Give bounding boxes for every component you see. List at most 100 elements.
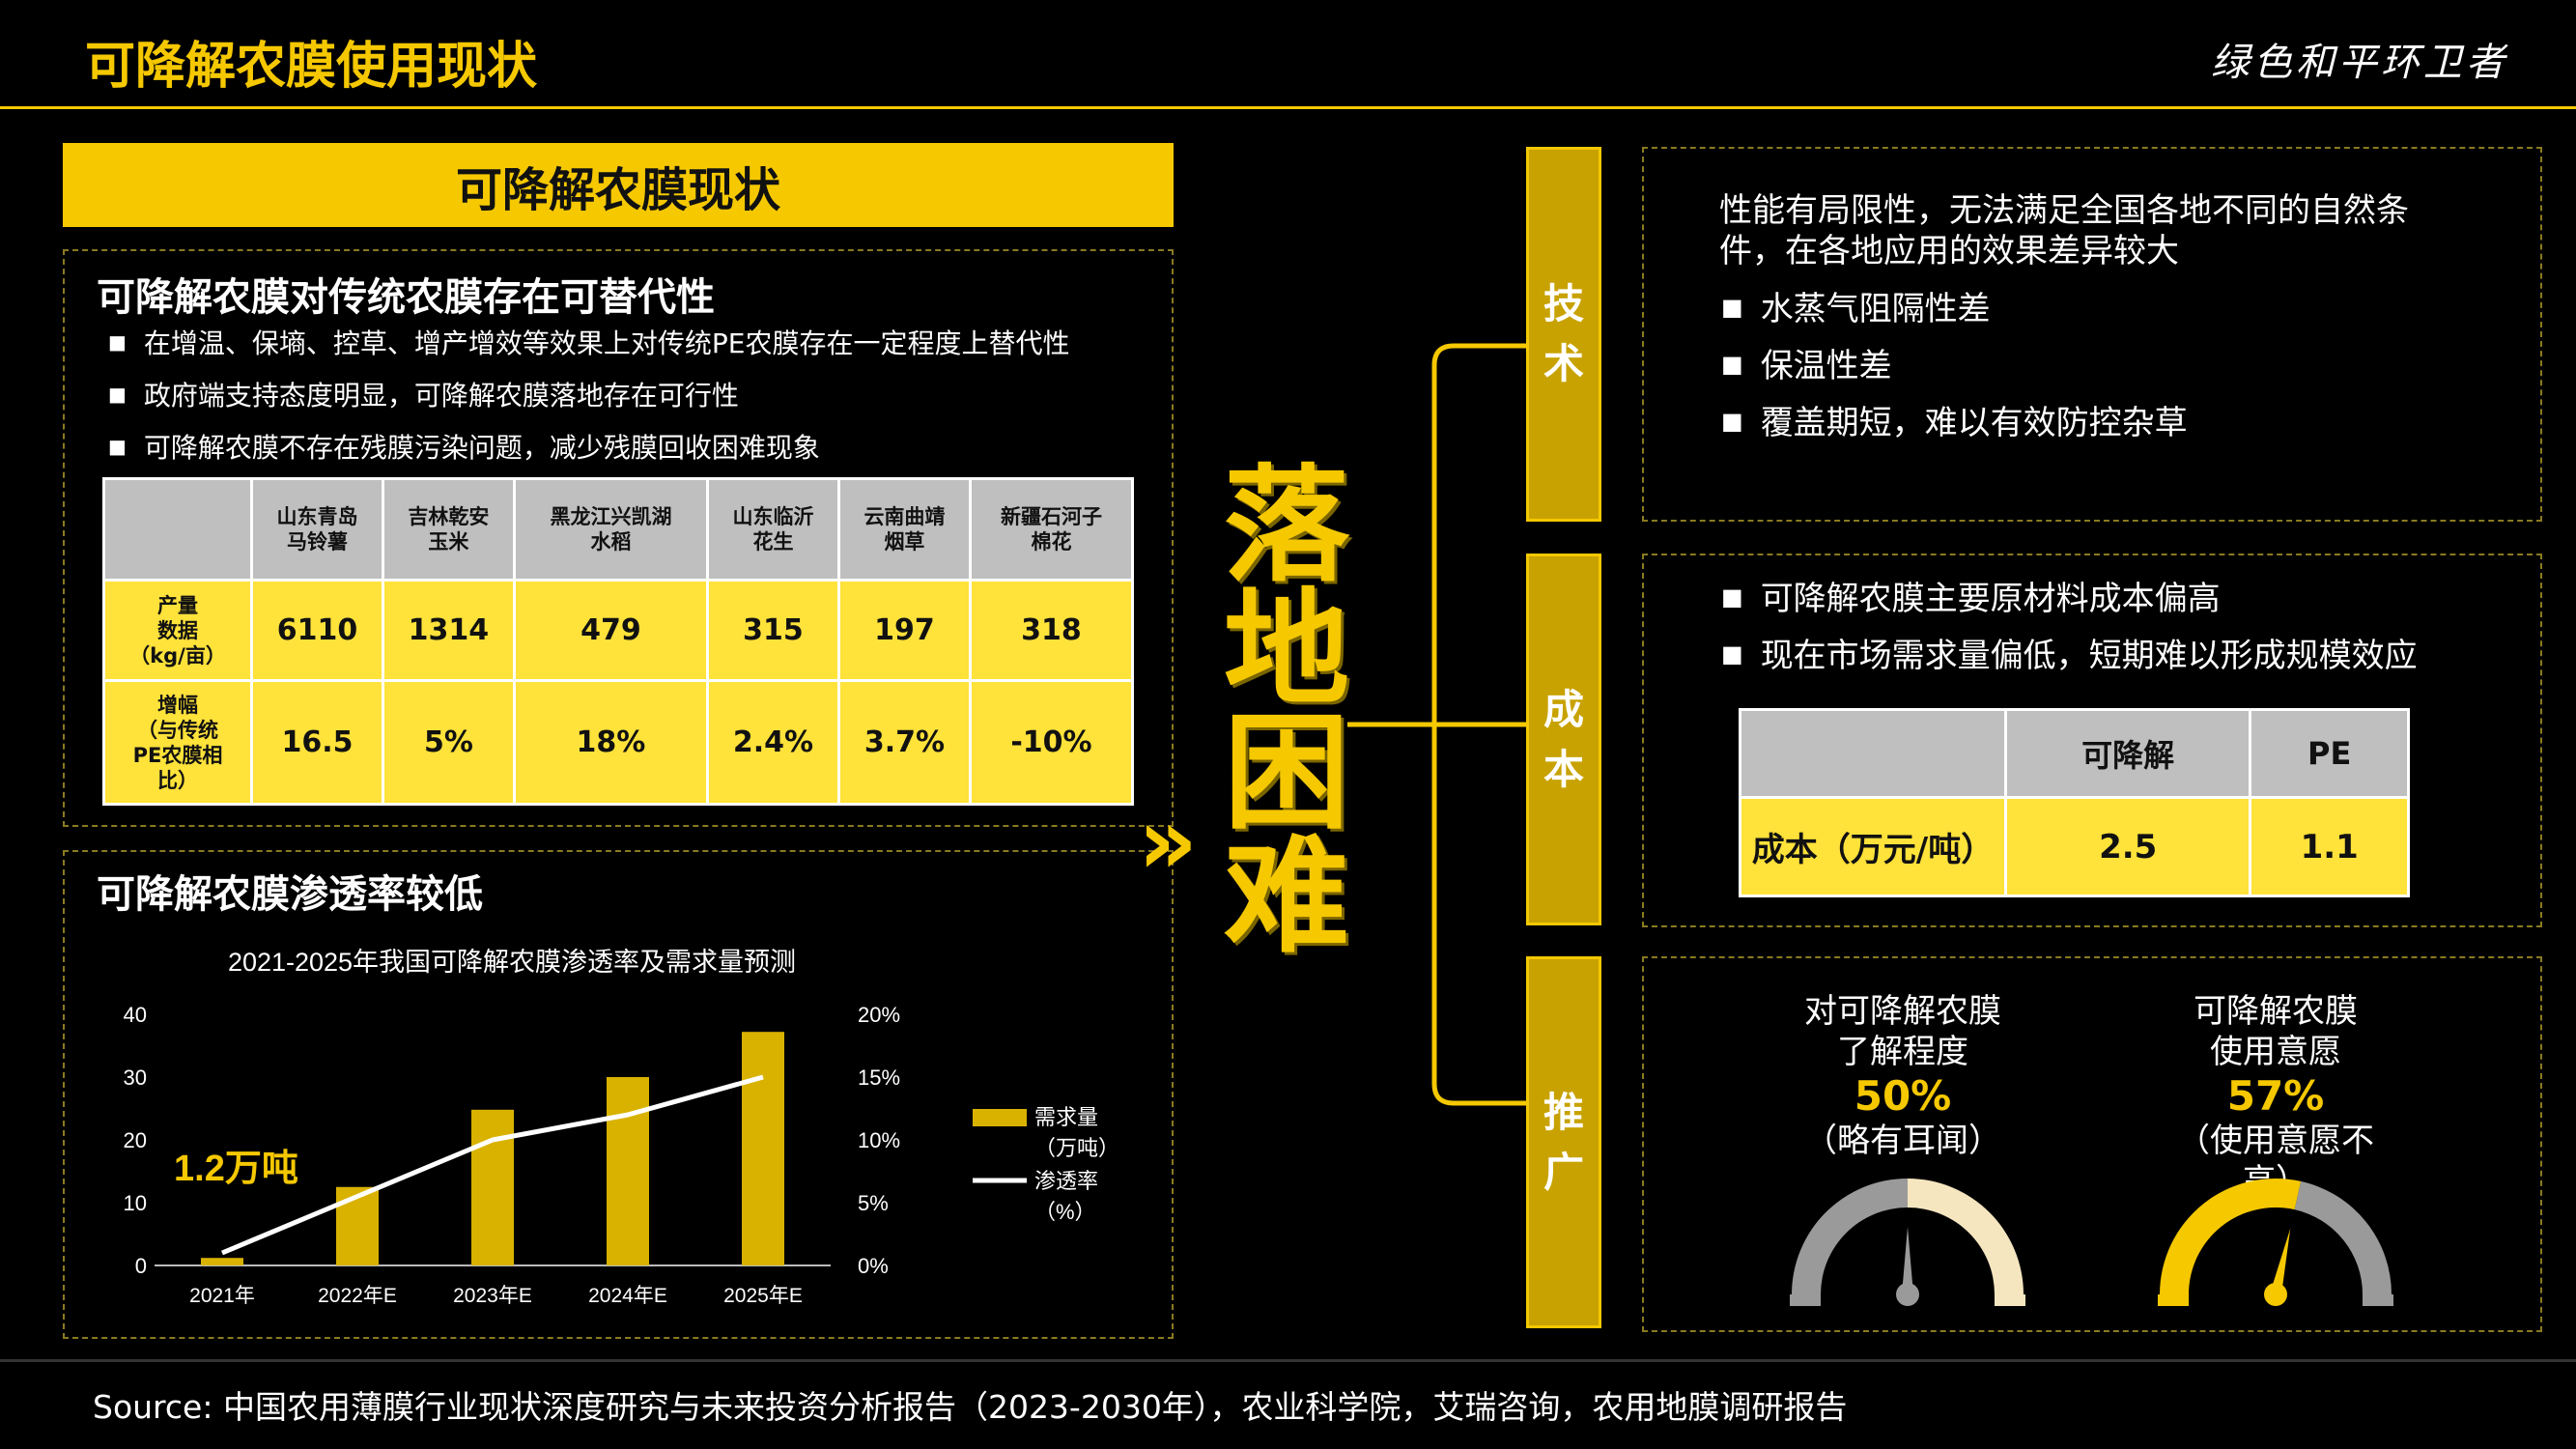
category-tech: 技术 bbox=[1526, 147, 1601, 522]
table-row-header: 成本（万元/吨） bbox=[1739, 796, 2007, 897]
cost-bullets: 可降解农膜主要原材料成本偏高 现在市场需求量偏低，短期难以形成规模效应 bbox=[1721, 572, 2418, 686]
vertical-title-char: 困 bbox=[1223, 699, 1349, 846]
penetration-demand-chart: 2021-2025年我国可降解农膜渗透率及需求量预测 0 10 20 30 40 0% 5%… bbox=[124, 948, 1120, 1307]
gauge-foot bbox=[2158, 1294, 2189, 1306]
source-citation: Source: 中国农用薄膜行业现状深度研究与未来投资分析报告（2023-203… bbox=[93, 1388, 1848, 1426]
table-cell: -10% bbox=[968, 679, 1135, 806]
page-title: 可降解农膜使用现状 bbox=[85, 38, 538, 96]
bullet-item: 可降解农膜不存在残膜污染问题，减少残膜回收困难现象 bbox=[108, 423, 1070, 475]
header-divider bbox=[0, 106, 2576, 109]
table-row: 增幅 （与传统 PE农膜相 比） 16.5 5% 18% 2.4% 3.7% -… bbox=[102, 679, 1135, 806]
gauge-needle bbox=[2270, 1228, 2291, 1296]
tech-panel bbox=[1642, 147, 2542, 522]
y-right-tick-label: 10% bbox=[858, 1128, 900, 1152]
substitutability-title: 可降解农膜对传统农膜存在可替代性 bbox=[97, 275, 715, 320]
table-cell: 3.7% bbox=[836, 679, 972, 806]
table-cell: 197 bbox=[836, 579, 972, 682]
gauge-foot bbox=[1790, 1294, 1821, 1306]
x-tick-label: 2023年E bbox=[453, 1285, 532, 1307]
cost-panel bbox=[1642, 554, 2542, 927]
substitutability-bullets: 在增温、保墒、控草、增产增效等效果上对传统PE农膜存在一定程度上替代性 政府端支… bbox=[108, 319, 1070, 475]
gauge-willingness-label: 可降解农膜 使用意愿 bbox=[2194, 992, 2358, 1071]
chevron-right-icon: » bbox=[1138, 787, 1198, 895]
table-cell: 5% bbox=[381, 679, 516, 806]
table-col-header: 可降解 bbox=[2003, 708, 2252, 799]
bullet-item: 可降解农膜主要原材料成本偏高 bbox=[1721, 572, 2418, 629]
vertical-title-char: 地 bbox=[1223, 576, 1349, 723]
vertical-title-char: 落 bbox=[1223, 452, 1349, 599]
table-corner bbox=[102, 477, 253, 582]
gauge-willingness-text: 可降解农膜 使用意愿 57% （使用意愿不 高） bbox=[2121, 991, 2430, 1202]
line-penetration bbox=[221, 1074, 764, 1256]
promotion-panel bbox=[1642, 956, 2542, 1332]
table-cell: 479 bbox=[512, 579, 710, 682]
table-cell: 318 bbox=[968, 579, 1135, 682]
cost-comparison-table: 可降解 PE 成本（万元/吨） 2.5 1.1 bbox=[1739, 708, 2410, 897]
table-cell: 6110 bbox=[250, 579, 384, 682]
tech-intro: 性能有局限性，无法满足全国各地不同的自然条件，在各地应用的效果差异较大 bbox=[1719, 191, 2409, 270]
table-cell: 18% bbox=[512, 679, 710, 806]
vertical-title-landing-difficulty: 落地困难 bbox=[1219, 452, 1354, 970]
table-cell: 1.1 bbox=[2249, 796, 2410, 897]
legend-label-line: （%） bbox=[1034, 1200, 1096, 1224]
category-promotion-label: 推广 bbox=[1543, 1088, 1584, 1196]
bar-demand bbox=[742, 1032, 784, 1265]
gauge-hub bbox=[2264, 1283, 2287, 1306]
table-col-header: 黑龙江兴凯湖 水稻 bbox=[512, 477, 710, 582]
gauge-awareness-label: 对可降解农膜 了解程度 bbox=[1804, 992, 2001, 1071]
table-cell: 1314 bbox=[381, 579, 516, 682]
gauge-awareness-percent: 50% bbox=[1854, 1072, 1952, 1120]
category-promotion: 推广 bbox=[1526, 956, 1601, 1328]
section-title-bar: 可降解农膜现状 bbox=[63, 143, 1174, 227]
y-right-tick-label: 0% bbox=[858, 1254, 889, 1278]
gauge-awareness bbox=[1790, 1179, 2025, 1306]
substitutability-panel bbox=[63, 249, 1174, 827]
bullet-item: 覆盖期短，难以有效防控杂草 bbox=[1721, 396, 2188, 453]
y-right-tick-label: 20% bbox=[858, 1003, 900, 1027]
bar-demand bbox=[471, 1109, 514, 1265]
penetration-panel bbox=[63, 850, 1174, 1339]
penetration-title: 可降解农膜渗透率较低 bbox=[97, 872, 483, 917]
bullet-item: 水蒸气阻隔性差 bbox=[1721, 282, 2188, 339]
vertical-title-char: 难 bbox=[1223, 823, 1349, 970]
chart-annotation: 1.2万吨 bbox=[174, 1149, 298, 1189]
tech-bullets: 水蒸气阻隔性差 保温性差 覆盖期短，难以有效防控杂草 bbox=[1721, 282, 2188, 453]
table-row: 产量 数据 （kg/亩） 6110 1314 479 315 197 318 bbox=[102, 579, 1135, 682]
table-cell: 2.5 bbox=[2003, 796, 2252, 897]
gauge-awareness-text: 对可降解农膜 了解程度 50% （略有耳闻） bbox=[1748, 991, 2057, 1161]
table-cell: 315 bbox=[706, 579, 840, 682]
brand-logo-text: 绿色和平环卫者 bbox=[2211, 41, 2508, 85]
gauge-hub bbox=[1896, 1283, 1919, 1306]
table-header-row: 山东青岛 马铃薯 吉林乾安 玉米 黑龙江兴凯湖 水稻 山东临沂 花生 云南曲靖 … bbox=[102, 477, 1135, 582]
y-right-tick-label: 5% bbox=[858, 1191, 889, 1215]
table-header-row: 可降解 PE bbox=[1739, 708, 2410, 799]
gauge-awareness-note: （略有耳闻） bbox=[1804, 1122, 2001, 1160]
gauge-awareness-dial bbox=[1790, 1179, 2025, 1306]
table-col-header: 云南曲靖 烟草 bbox=[836, 477, 972, 582]
bullet-item: 在增温、保墒、控草、增产增效等效果上对传统PE农膜存在一定程度上替代性 bbox=[108, 319, 1070, 371]
gauge-fill bbox=[2160, 1179, 2302, 1294]
gauge-willingness-percent: 57% bbox=[2226, 1072, 2325, 1120]
table-corner bbox=[1739, 708, 2007, 799]
gauge-willingness bbox=[2158, 1179, 2393, 1306]
bracket-connector bbox=[1347, 343, 1526, 1106]
chart-plot-area: 0 10 20 30 40 0% 5% 10% 15% 20% 2021年 2022年E 2023年E 2… bbox=[124, 1003, 1120, 1307]
x-tick-label: 2021年 bbox=[189, 1285, 255, 1307]
gauge-remaining bbox=[1908, 1179, 2024, 1294]
gauge-foot bbox=[1995, 1294, 2025, 1306]
gauge-willingness-dial bbox=[2158, 1179, 2393, 1306]
table-col-header: 山东青岛 马铃薯 bbox=[250, 477, 384, 582]
legend-swatch-bar bbox=[973, 1109, 1027, 1126]
y-left-tick-label: 20 bbox=[124, 1128, 147, 1152]
table-col-header: PE bbox=[2249, 708, 2410, 799]
gauge-empty bbox=[2294, 1180, 2392, 1294]
table-row-header: 产量 数据 （kg/亩） bbox=[102, 579, 253, 682]
y-right-tick-label: 15% bbox=[858, 1065, 900, 1090]
bullet-item: 现在市场需求量偏低，短期难以形成规模效应 bbox=[1721, 629, 2418, 686]
gauge-needle bbox=[1902, 1227, 1913, 1294]
table-col-header: 山东临沂 花生 bbox=[706, 477, 840, 582]
y-left-tick-label: 10 bbox=[124, 1191, 147, 1215]
yield-comparison-table: 山东青岛 马铃薯 吉林乾安 玉米 黑龙江兴凯湖 水稻 山东临沂 花生 云南曲靖 … bbox=[102, 477, 1135, 806]
category-cost-label: 成本 bbox=[1543, 685, 1584, 793]
y-left-tick-label: 0 bbox=[135, 1254, 147, 1278]
